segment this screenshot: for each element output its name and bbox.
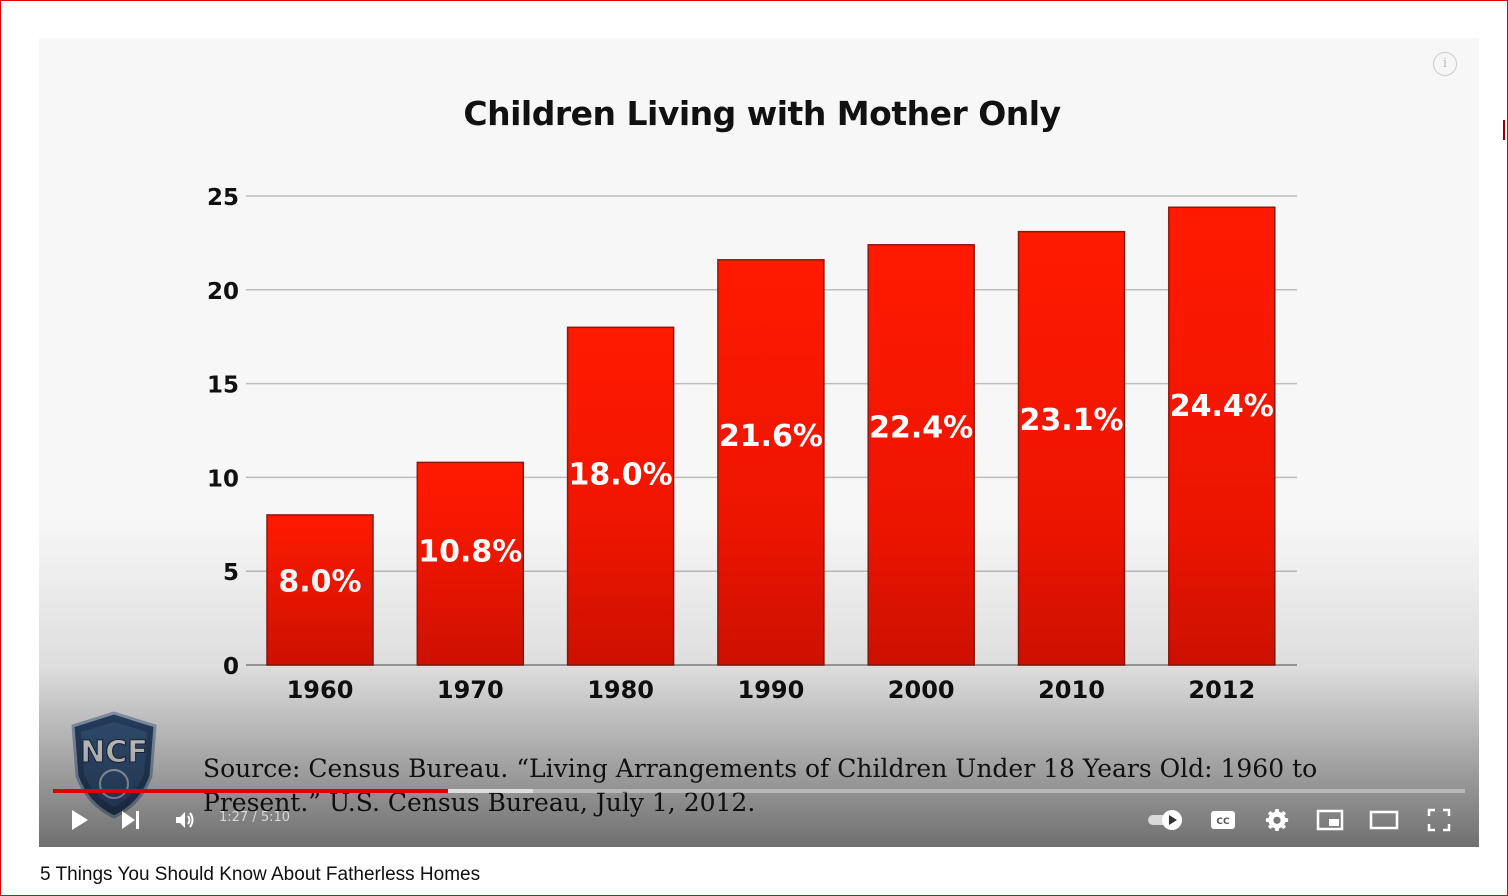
bar-chart: 0 5 10 15 20 25 8.0% 1960 10.8% 1970 18.0% 1980 21.6… xyxy=(207,185,1297,704)
y-tick-label: 15 xyxy=(207,373,239,399)
bar-data-label: 24.4% xyxy=(1170,389,1274,424)
x-tick-label: 1990 xyxy=(738,676,805,704)
y-tick-label: 10 xyxy=(207,466,239,492)
y-tick-label: 5 xyxy=(223,560,239,586)
bar-data-label: 10.8% xyxy=(418,535,522,570)
chart-title: Children Living with Mother Only xyxy=(463,94,1061,133)
video-title[interactable]: 5 Things You Should Know About Fatherles… xyxy=(40,864,481,885)
svg-text:NCF: NCF xyxy=(80,735,148,770)
y-tick-label: 25 xyxy=(207,185,239,211)
gear-icon xyxy=(1265,808,1289,831)
y-tick-label: 20 xyxy=(207,279,239,305)
x-tick-label: 1960 xyxy=(287,676,354,704)
fullscreen-icon xyxy=(1427,808,1451,832)
cc-icon: CC xyxy=(1211,811,1235,829)
bar-data-label: 18.0% xyxy=(569,458,673,493)
bar-data-label: 8.0% xyxy=(278,564,361,599)
bar xyxy=(1168,206,1276,666)
progress-bar[interactable] xyxy=(53,789,1465,793)
x-tick-label: 1980 xyxy=(587,676,654,704)
autoplay-toggle-icon xyxy=(1148,810,1182,830)
x-tick-label: 1970 xyxy=(437,676,504,704)
mute-button[interactable] xyxy=(167,800,203,840)
info-icon[interactable]: i xyxy=(1433,52,1457,76)
x-tick-label: 2010 xyxy=(1038,676,1105,704)
bar xyxy=(867,244,975,666)
next-button[interactable] xyxy=(113,800,149,840)
video-player[interactable]: Children Living with Mother Only 0 5 10 15 2… xyxy=(39,38,1479,847)
time-display: 1:27 / 5:10 xyxy=(219,810,291,825)
played-bar xyxy=(53,789,449,793)
x-tick-label: 2000 xyxy=(888,676,955,704)
next-icon xyxy=(122,811,139,829)
bar xyxy=(717,259,825,666)
theater-mode-icon xyxy=(1369,810,1399,830)
bar-data-label: 23.1% xyxy=(1019,403,1123,438)
bar-data-label: 22.4% xyxy=(869,410,973,445)
play-button[interactable] xyxy=(61,800,97,840)
fullscreen-button[interactable] xyxy=(1420,800,1458,840)
theater-mode-button[interactable] xyxy=(1365,800,1403,840)
autoplay-toggle[interactable] xyxy=(1145,800,1185,840)
y-tick-label: 0 xyxy=(223,654,239,680)
captions-button[interactable]: CC xyxy=(1205,800,1241,840)
volume-icon xyxy=(176,812,194,828)
control-bar: 1:27 / 5:10 CC xyxy=(39,800,1479,840)
bar-data-label: 21.6% xyxy=(719,419,823,454)
x-tick-label: 2012 xyxy=(1188,676,1255,704)
settings-button[interactable] xyxy=(1259,800,1295,840)
svg-text:CC: CC xyxy=(1216,817,1230,827)
bar xyxy=(1017,230,1126,666)
play-icon xyxy=(72,810,88,830)
bar xyxy=(566,326,675,666)
video-frame[interactable]: Children Living with Mother Only 0 5 10 15 2… xyxy=(39,38,1479,847)
miniplayer-icon xyxy=(1316,809,1344,831)
scrollbar-edge xyxy=(1503,120,1505,140)
miniplayer-button[interactable] xyxy=(1312,800,1348,840)
